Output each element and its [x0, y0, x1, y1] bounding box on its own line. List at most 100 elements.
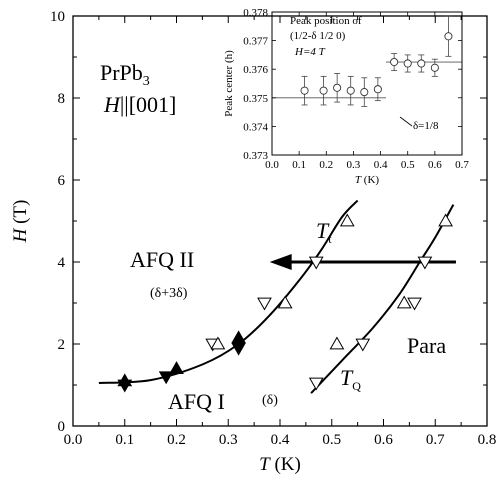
- open-triangle-up-marker: [277, 295, 293, 309]
- inset-frame: [271, 11, 463, 156]
- main-axes: 0.0 0.1 0.2 0.3 0.4 0.5 0.6 0.7 0.8 0 2 4 6 8 10 T (K) H…: [10, 9, 496, 475]
- y-tick-label: 4: [58, 255, 66, 271]
- open-triangle-down-marker: [407, 297, 422, 311]
- inset-y-tick-label: 0.377: [243, 36, 268, 48]
- afq1-label: AFQ I: [168, 389, 225, 414]
- inset-x-tick-label: 0.6: [428, 159, 442, 171]
- x-tick-label: 0.6: [374, 432, 393, 448]
- tt-subscript: t: [328, 232, 332, 246]
- afq1-sub-label: (δ): [262, 393, 278, 408]
- inset-x-tick-label: 0.3: [347, 159, 361, 171]
- filled-triangle-down-marker: [117, 379, 133, 393]
- inset-chart: 0.0 0.1 0.2 0.3 0.4 0.5 0.6 0.7 0.373 0.374 0.375 0…: [223, 7, 469, 186]
- inset-x-tick-label: 0.4: [374, 159, 388, 171]
- open-triangle-up-marker: [438, 213, 453, 227]
- inset-data-point: [390, 58, 399, 67]
- inset-points: [300, 15, 453, 107]
- x-axis-title: T (K): [259, 454, 301, 475]
- y-axis-title: H (T): [10, 200, 31, 244]
- inset-x-tick-label: 0.2: [319, 159, 333, 171]
- inset-text: Peak position of (1/2-δ 1/2 0) H=4 T δ=1…: [290, 15, 439, 132]
- y-axis-title-unit: (T): [10, 200, 31, 229]
- compound-label: PrPb3: [100, 60, 150, 89]
- inset-x-tick-label: 0.1: [292, 159, 306, 171]
- inset-x-tick-label: 0.0: [265, 159, 279, 171]
- x-tick-label: 0.0: [64, 432, 83, 448]
- inset-x-tick-label: 0.5: [401, 159, 415, 171]
- inset-data-point: [360, 88, 369, 97]
- delta-pointer: [399, 116, 413, 127]
- inset-axes: 0.0 0.1 0.2 0.3 0.4 0.5 0.6 0.7 0.373 0.374 0.375 0…: [223, 7, 469, 186]
- inset-data-point: [319, 86, 328, 95]
- x-tick-label: 0.1: [115, 432, 134, 448]
- compound-name: PrPb: [100, 60, 143, 85]
- inset-data-point: [430, 63, 439, 72]
- afq2-sub-label: (δ+3δ): [150, 286, 188, 301]
- delta-label: δ=1/8: [413, 120, 439, 132]
- inset-x-axis-unit: (K): [361, 174, 379, 186]
- inset-data-point: [346, 86, 355, 95]
- inset-y-tick-label: 0.373: [243, 150, 268, 162]
- inset-data-point: [417, 59, 426, 68]
- inset-title-line-2: (1/2-δ 1/2 0): [290, 30, 346, 42]
- tq-subscript: Q: [352, 379, 361, 393]
- open-triangle-up-marker: [339, 213, 355, 227]
- filled-triangle-down-marker: [231, 342, 246, 356]
- filled-triangle-up-marker: [169, 361, 184, 374]
- inset-y-axis-title: Peak center (h): [223, 50, 235, 117]
- inset-y-tick-label: 0.378: [243, 7, 268, 19]
- inset-data-point: [333, 83, 342, 92]
- para-label: Para: [407, 333, 446, 358]
- inset-data-point: [403, 59, 412, 68]
- field-symbol: H: [103, 92, 121, 117]
- arrow-head: [269, 254, 292, 270]
- inset-data-point: [300, 86, 309, 95]
- inset-data-point: [373, 85, 382, 94]
- compound-subscript: 3: [143, 74, 150, 89]
- open-triangle-down-marker: [417, 256, 433, 270]
- x-tick-label: 0.4: [271, 432, 290, 448]
- x-tick-label: 0.7: [426, 432, 445, 448]
- x-tick-label: 0.3: [219, 432, 238, 448]
- x-tick-label: 0.8: [478, 432, 497, 448]
- open-triangle-down-marker: [308, 256, 324, 270]
- x-axis-title-unit: (K): [270, 454, 301, 475]
- y-tick-label: 6: [58, 173, 66, 189]
- inset-x-axis-title: T (K): [355, 174, 379, 186]
- x-tick-label: 0.5: [322, 432, 341, 448]
- tt-symbol: T: [316, 218, 330, 243]
- x-tick-label: 0.2: [167, 432, 186, 448]
- tq-symbol: T: [340, 365, 354, 390]
- inset-x-axis-symbol: T: [355, 174, 362, 186]
- field-direction: ||[001]: [120, 92, 176, 117]
- tt-label: Tt: [316, 218, 332, 246]
- inset-x-tick-label: 0.7: [455, 159, 469, 171]
- main-labels: PrPb3 H||[001] AFQ II (δ+3δ) AFQ I (δ) P…: [100, 60, 446, 414]
- open-triangle-down-marker: [257, 297, 272, 311]
- inset-y-tick-label: 0.376: [243, 64, 268, 76]
- tq-label: TQ: [340, 365, 361, 393]
- main-markers: [117, 213, 453, 393]
- inset-data-point: [444, 32, 453, 41]
- y-tick-label: 0: [58, 419, 66, 435]
- inset-y-tick-label: 0.375: [243, 93, 268, 105]
- open-triangle-up-marker: [210, 336, 226, 350]
- open-triangle-up-marker: [396, 295, 412, 309]
- tq-curve: [310, 204, 455, 394]
- open-triangle-up-marker: [329, 336, 345, 350]
- x-axis-title-symbol: T: [259, 454, 271, 475]
- y-tick-label: 8: [58, 91, 66, 107]
- inset-field-label: H=4 T: [294, 46, 326, 58]
- field-direction-label: H||[001]: [103, 92, 176, 117]
- inset-title-line-1: Peak position of: [290, 15, 362, 27]
- y-tick-label: 10: [50, 9, 65, 25]
- inset-y-tick-label: 0.374: [243, 121, 268, 133]
- open-triangle-down-marker: [308, 377, 324, 391]
- y-axis-title-symbol: H: [10, 227, 31, 243]
- filled-triangle-down-marker: [158, 371, 174, 385]
- open-triangle-down-marker: [355, 338, 371, 352]
- afq2-label: AFQ II: [130, 247, 194, 272]
- y-tick-label: 2: [58, 337, 66, 353]
